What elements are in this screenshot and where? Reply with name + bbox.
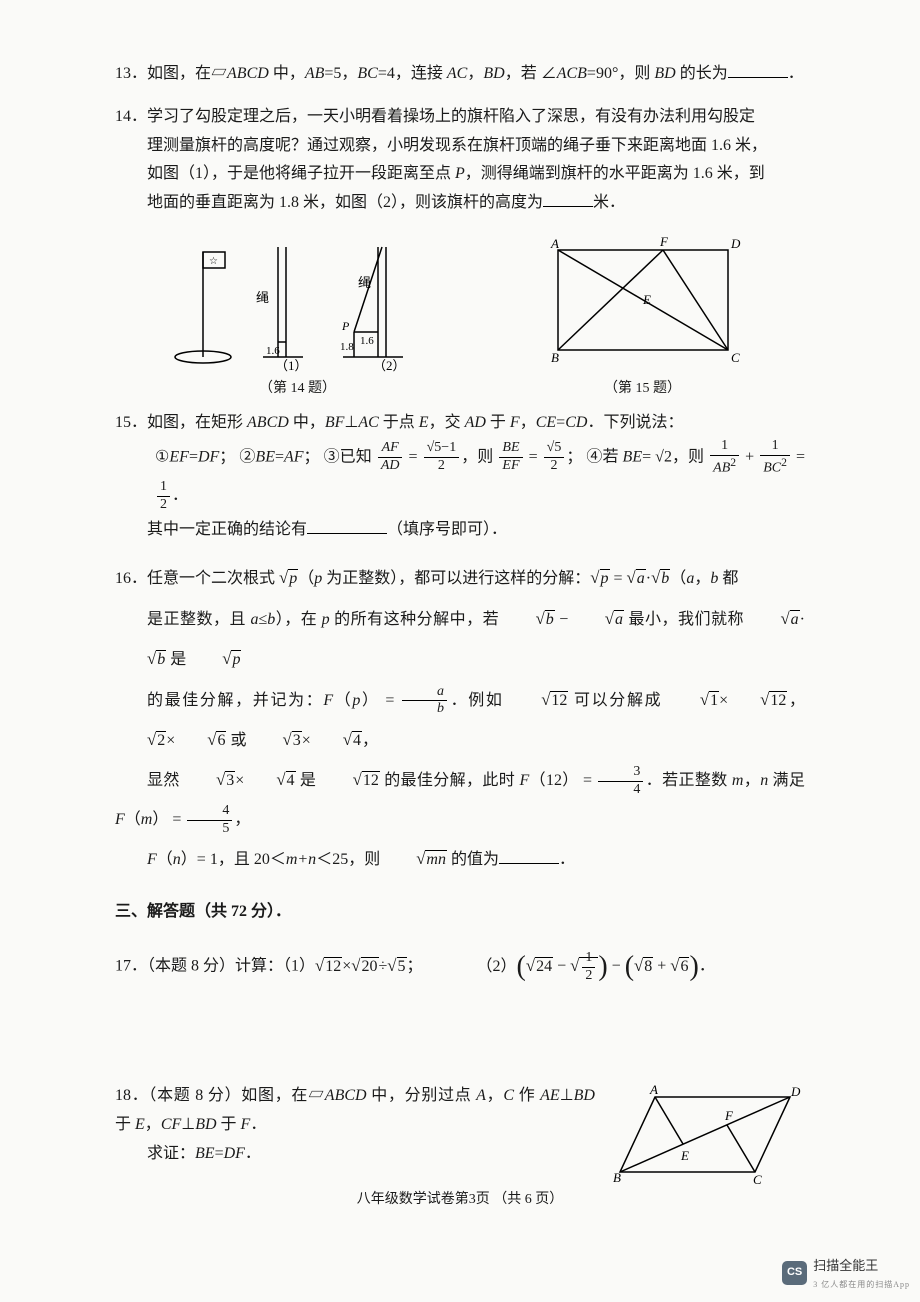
svg-text:B: B <box>613 1170 621 1185</box>
question-13: 13．如图，在▱ABCD 中，AB=5，BC=4，连接 AC，BD，若 ∠ACB… <box>115 60 805 89</box>
section-3-title: 三、解答题（共 72 分）． <box>115 898 805 927</box>
svg-text:绳: 绳 <box>358 275 371 290</box>
question-15: 15．如图，在矩形 ABCD 中，BF⊥AC 于点 E，交 AD 于 F，CE=… <box>115 409 805 544</box>
question-17: 17．（本题 8 分）计算：（1）12×20÷5； （2）(24 − 12) −… <box>115 936 805 998</box>
q13-blank <box>728 62 788 78</box>
page-footer: 八年级数学试卷第3页 （共 6 页） <box>0 1187 920 1212</box>
fig14-svg: ☆ 绳 1.6 （1） 绳 P 1.8 <box>168 232 428 372</box>
svg-text:1.6: 1.6 <box>360 335 374 347</box>
q16-blank <box>499 848 559 864</box>
fig15-svg: A F D B C E <box>533 232 753 372</box>
svg-text:（1）: （1） <box>275 358 308 372</box>
q18-num: 18． <box>115 1087 148 1104</box>
q15-blank <box>307 518 387 534</box>
watermark-sub: 3 亿人都在用的扫描App <box>813 1278 910 1292</box>
svg-text:A: A <box>649 1082 658 1097</box>
svg-text:C: C <box>731 350 740 365</box>
svg-text:☆: ☆ <box>209 256 218 267</box>
svg-text:E: E <box>680 1148 689 1163</box>
question-14: 14．学习了勾股定理之后，一天小明看着操场上的旗杆陷入了深思，有没有办法利用勾股… <box>115 103 805 218</box>
svg-text:C: C <box>753 1172 762 1187</box>
figures-row: ☆ 绳 1.6 （1） 绳 P 1.8 <box>115 232 805 401</box>
question-18: 18．（本题 8 分）如图，在▱ABCD 中，分别过点 A，C 作 AE⊥BD … <box>115 1082 805 1187</box>
watermark-title: 扫描全能王 <box>813 1254 910 1277</box>
watermark-badge: CS <box>782 1261 807 1285</box>
q16-num: 16． <box>115 570 147 587</box>
svg-text:B: B <box>551 350 559 365</box>
figure-14: ☆ 绳 1.6 （1） 绳 P 1.8 <box>168 232 428 401</box>
svg-text:E: E <box>642 292 651 307</box>
svg-text:P: P <box>341 319 350 333</box>
svg-text:A: A <box>550 236 559 251</box>
svg-text:1.6: 1.6 <box>266 345 280 357</box>
q13-text: 如图，在▱ABCD 中，AB=5，BC=4，连接 AC，BD，若 ∠ACB=90… <box>147 65 804 82</box>
q15-num: 15． <box>115 414 147 431</box>
svg-text:D: D <box>790 1084 801 1099</box>
svg-text:D: D <box>730 236 741 251</box>
svg-text:（2）: （2） <box>373 358 406 372</box>
figure-18: A D B C E F <box>605 1082 805 1187</box>
svg-text:绳: 绳 <box>256 290 269 305</box>
svg-text:1.8: 1.8 <box>340 341 354 353</box>
figure-15: A F D B C E （第 15 题） <box>533 232 753 401</box>
watermark: CS 扫描全能王 3 亿人都在用的扫描App <box>782 1254 910 1292</box>
q14-num: 14． <box>115 108 147 125</box>
q13-num: 13． <box>115 65 147 82</box>
q14-blank <box>543 191 593 207</box>
svg-text:F: F <box>724 1108 734 1123</box>
svg-text:F: F <box>659 234 669 249</box>
question-16: 16．任意一个二次根式 p（p 为正整数），都可以进行这样的分解：p = a·b… <box>115 558 805 879</box>
q17-num: 17． <box>115 958 147 975</box>
